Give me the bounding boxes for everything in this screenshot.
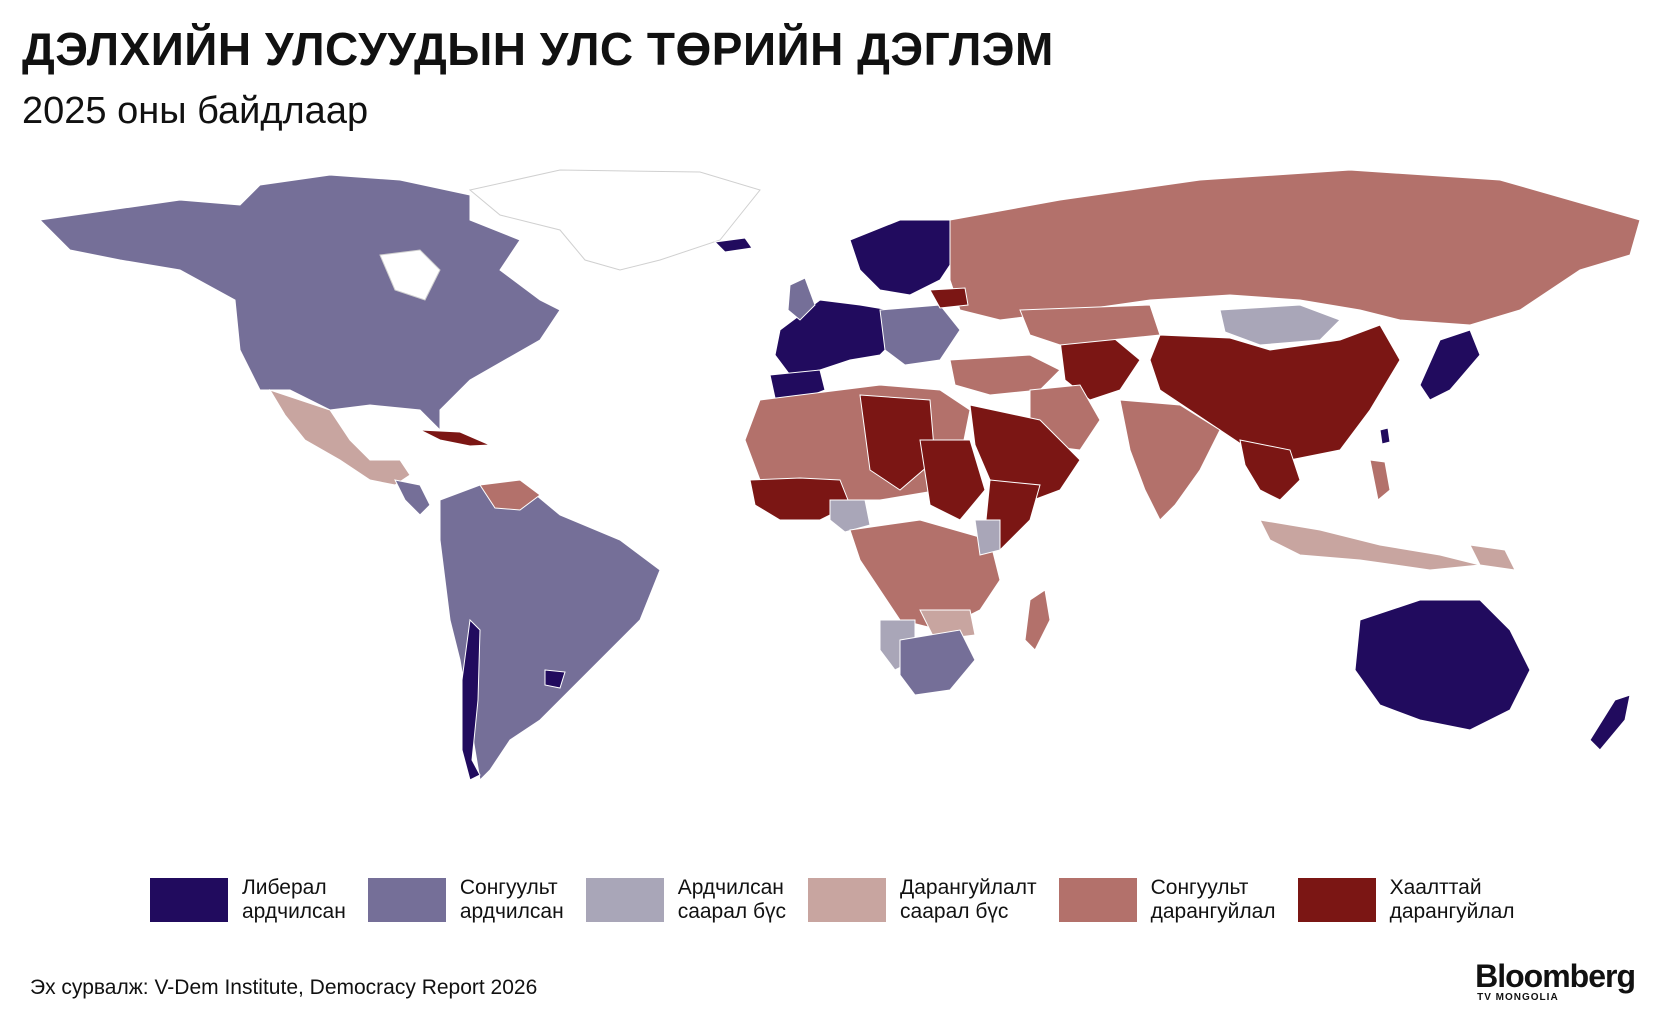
world-map-svg xyxy=(38,169,1641,782)
region-mongolia xyxy=(1219,304,1341,346)
region-india xyxy=(1119,399,1221,521)
region-western-europe xyxy=(774,299,901,376)
region-scandinavia xyxy=(849,219,961,296)
region-central-america xyxy=(394,479,431,516)
region-uk xyxy=(787,277,816,321)
legend-label: Хаалттай дарангуйлал xyxy=(1389,876,1515,923)
legend-swatch xyxy=(1297,878,1376,922)
legend-label: Либерал ардчилсан xyxy=(242,876,346,923)
source-note: Эх сурвалж: V-Dem Institute, Democracy R… xyxy=(30,976,538,999)
legend-item: Либерал ардчилсан xyxy=(150,876,346,924)
region-south-africa xyxy=(899,629,976,696)
region-chile xyxy=(461,618,481,781)
region-australia xyxy=(1354,599,1531,731)
region-north-america xyxy=(38,174,561,432)
page-title: ДЭЛХИЙН УЛСУУДЫН УЛС ТӨРИЙН ДЭГЛЭМ xyxy=(22,23,1054,75)
legend-label: Сонгуульт ардчилсан xyxy=(459,876,564,923)
region-china xyxy=(1149,324,1401,461)
region-belarus xyxy=(929,287,969,309)
legend-item: Хаалттай дарангуйлал xyxy=(1297,876,1515,924)
region-philippines xyxy=(1369,459,1391,501)
brand-name: Bloomberg xyxy=(1475,958,1636,994)
region-south-america xyxy=(439,484,661,782)
region-madagascar xyxy=(1024,589,1051,651)
region-papua-new-guinea xyxy=(1469,544,1516,571)
legend-item: Дарангуйлалт саарал бүс xyxy=(808,876,1037,924)
region-taiwan xyxy=(1379,427,1391,445)
region-russia xyxy=(949,169,1641,326)
region-hudson-bay xyxy=(379,249,441,301)
legend-label: Ардчилсан саарал бүс xyxy=(677,876,787,923)
brand-sub: TV MONGOLIA xyxy=(1477,992,1559,1003)
region-mexico xyxy=(268,389,411,486)
region-arabia xyxy=(969,404,1081,506)
region-venezuela xyxy=(479,479,541,511)
region-southeast-asia xyxy=(1239,439,1301,501)
legend-item: Сонгуульт дарангуйлал xyxy=(1058,876,1276,924)
region-nigeria xyxy=(829,499,871,533)
legend-item: Сонгуульт ардчилсан xyxy=(367,876,564,924)
legend-label: Сонгуульт дарангуйлал xyxy=(1150,876,1276,923)
region-japan xyxy=(1419,329,1481,401)
region-sudan xyxy=(919,439,986,521)
region-uruguay xyxy=(544,669,566,689)
legend-swatch xyxy=(1058,878,1137,922)
world-map xyxy=(0,160,1663,860)
legend: Либерал ардчилсан Сонгуульт ардчилсан Ардч… xyxy=(150,876,1537,924)
region-kenya xyxy=(974,519,1001,556)
legend-item: Ардчилсан саарал бүс xyxy=(585,876,787,924)
region-kazakhstan xyxy=(1019,304,1161,346)
region-indonesia xyxy=(1259,519,1481,571)
legend-label: Дарангуйлалт саарал бүс xyxy=(900,876,1037,923)
legend-swatch xyxy=(150,878,228,922)
legend-swatch xyxy=(367,878,446,922)
region-new-zealand xyxy=(1589,694,1631,751)
region-iceland xyxy=(713,237,753,253)
legend-swatch xyxy=(585,878,664,922)
region-eastern-europe xyxy=(879,304,961,366)
region-greenland xyxy=(468,169,761,271)
page-subtitle: 2025 оны байдлаар xyxy=(22,90,369,132)
region-cuba xyxy=(419,429,491,447)
legend-swatch xyxy=(808,878,887,922)
brand-logo: Bloomberg TV MONGOLIA xyxy=(1475,958,1636,1003)
region-libya-chad xyxy=(859,394,936,491)
